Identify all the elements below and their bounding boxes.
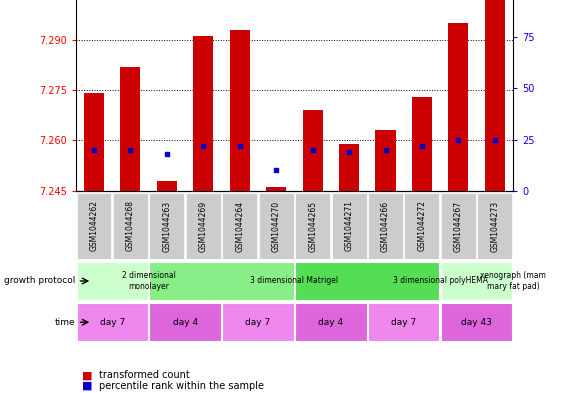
Bar [149, 262, 294, 300]
Bar [194, 37, 213, 191]
Bar [332, 193, 367, 259]
Bar [76, 193, 111, 259]
Text: ■: ■ [82, 370, 92, 380]
Text: GSM1044270: GSM1044270 [272, 200, 280, 252]
Bar [441, 262, 512, 300]
Bar [113, 193, 148, 259]
Text: GSM1044271: GSM1044271 [345, 200, 353, 252]
Text: GSM1044262: GSM1044262 [90, 200, 99, 252]
Text: day 4: day 4 [173, 318, 198, 327]
Text: day 43: day 43 [461, 318, 492, 327]
Bar [477, 193, 512, 259]
Bar [149, 303, 221, 341]
Text: ■: ■ [82, 381, 92, 391]
Bar [368, 303, 440, 341]
Bar [84, 94, 104, 191]
Bar [441, 303, 512, 341]
Text: 3 dimensional polyHEMA: 3 dimensional polyHEMA [393, 277, 487, 285]
Bar [412, 97, 432, 191]
Bar [149, 193, 184, 259]
Text: 3 dimensional Matrigel: 3 dimensional Matrigel [250, 277, 339, 285]
Text: xenograph (mam
mary fat pad): xenograph (mam mary fat pad) [480, 271, 546, 291]
Bar [157, 180, 177, 191]
Text: day 7: day 7 [245, 318, 271, 327]
Bar [266, 187, 286, 191]
Bar [303, 110, 322, 191]
Text: GSM1044269: GSM1044269 [199, 200, 208, 252]
Text: time: time [55, 318, 76, 327]
Bar [186, 193, 221, 259]
Text: day 7: day 7 [391, 318, 416, 327]
Text: GSM1044268: GSM1044268 [126, 200, 135, 252]
Bar [222, 193, 257, 259]
Text: GSM1044266: GSM1044266 [381, 200, 390, 252]
Bar [485, 0, 505, 191]
Text: GSM1044265: GSM1044265 [308, 200, 317, 252]
Bar [368, 193, 403, 259]
Text: day 4: day 4 [318, 318, 343, 327]
Text: 2 dimensional
monolayer: 2 dimensional monolayer [122, 271, 175, 291]
Bar [295, 303, 367, 341]
Bar [76, 262, 148, 300]
Bar [76, 303, 148, 341]
Bar [259, 193, 294, 259]
Bar [295, 262, 440, 300]
Bar [441, 193, 476, 259]
Bar [121, 67, 141, 191]
Text: day 7: day 7 [100, 318, 125, 327]
Text: percentile rank within the sample: percentile rank within the sample [99, 381, 264, 391]
Text: GSM1044272: GSM1044272 [417, 200, 426, 252]
Text: GSM1044264: GSM1044264 [236, 200, 244, 252]
Text: GSM1044273: GSM1044273 [490, 200, 499, 252]
Text: growth protocol: growth protocol [5, 277, 76, 285]
Bar [222, 303, 294, 341]
Bar [230, 30, 250, 191]
Bar [339, 144, 359, 191]
Text: transformed count: transformed count [99, 370, 190, 380]
Text: GSM1044263: GSM1044263 [163, 200, 171, 252]
Bar [405, 193, 440, 259]
Text: GSM1044267: GSM1044267 [454, 200, 463, 252]
Bar [295, 193, 330, 259]
Bar [375, 130, 395, 191]
Bar [448, 23, 468, 191]
